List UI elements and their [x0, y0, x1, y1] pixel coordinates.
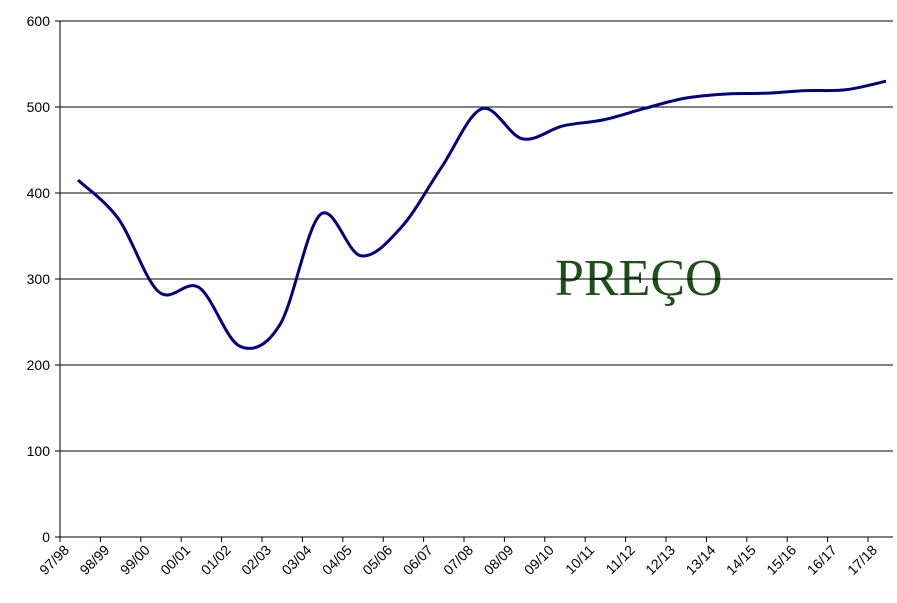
x-tick-label: 17/18	[844, 542, 880, 578]
y-tick-label: 500	[27, 99, 51, 115]
x-tick-label: 05/06	[359, 542, 395, 578]
line	[76, 79, 887, 350]
x-tick-label: 07/08	[440, 542, 476, 578]
x-tick-label: 14/15	[723, 542, 759, 578]
x-tick-label: 97/98	[36, 542, 72, 578]
x-tick-label: 01/02	[198, 542, 234, 578]
y-tick-label: 400	[27, 185, 51, 201]
x-tick-label: 16/17	[804, 542, 840, 578]
x-tick-label: 09/10	[521, 542, 557, 578]
x-tick-label: 98/99	[76, 542, 112, 578]
y-tick-label: 300	[27, 271, 51, 287]
x-tick-label: 04/05	[319, 542, 355, 578]
x-tick-label: 15/16	[763, 542, 799, 578]
x-tick-label: 99/00	[117, 542, 153, 578]
x-tick-label: 12/13	[642, 542, 678, 578]
x-tick-label: 10/11	[562, 542, 598, 578]
x-tick-label: 03/04	[278, 542, 314, 578]
y-tick-label: 0	[42, 529, 50, 545]
x-tick-label: 13/14	[682, 542, 718, 578]
y-tick-label: 200	[27, 357, 51, 373]
x-tick-label: 08/09	[480, 542, 516, 578]
y-tick-label: 100	[27, 443, 51, 459]
x-tick-label: 02/03	[238, 542, 274, 578]
x-tick-label: 06/07	[400, 542, 436, 578]
x-tick-label: 11/12	[602, 542, 638, 578]
x-tick-label: 00/01	[157, 542, 193, 578]
y-tick-label: 600	[27, 13, 51, 29]
